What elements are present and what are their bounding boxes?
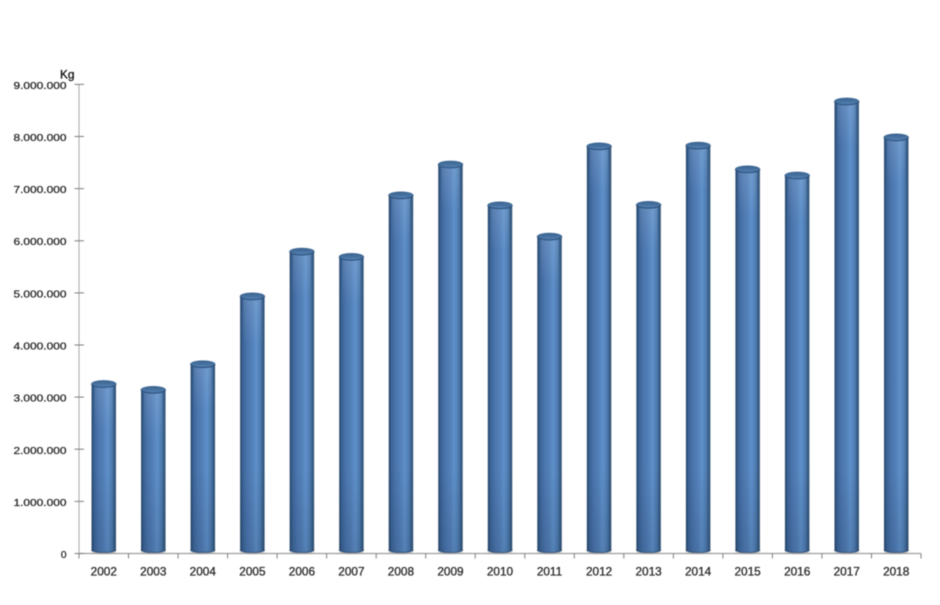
svg-text:2004: 2004 bbox=[190, 565, 217, 579]
svg-text:4.000.000: 4.000.000 bbox=[14, 342, 67, 353]
svg-text:2012: 2012 bbox=[586, 565, 612, 579]
svg-text:2002: 2002 bbox=[91, 565, 117, 579]
svg-text:2005: 2005 bbox=[239, 565, 266, 579]
svg-text:3.000.000: 3.000.000 bbox=[14, 394, 67, 405]
svg-text:5.000.000: 5.000.000 bbox=[14, 289, 67, 300]
svg-text:0: 0 bbox=[61, 550, 67, 561]
svg-text:2016: 2016 bbox=[784, 565, 811, 579]
svg-text:2013: 2013 bbox=[635, 565, 662, 579]
svg-text:2018: 2018 bbox=[883, 565, 910, 579]
svg-text:2.000.000: 2.000.000 bbox=[14, 446, 67, 457]
svg-text:2015: 2015 bbox=[734, 565, 761, 579]
svg-text:2003: 2003 bbox=[140, 565, 167, 579]
svg-text:2006: 2006 bbox=[289, 565, 316, 579]
svg-text:9.000.000: 9.000.000 bbox=[14, 81, 67, 92]
svg-text:2009: 2009 bbox=[437, 565, 463, 579]
svg-text:Kg: Kg bbox=[60, 68, 74, 82]
svg-text:2017: 2017 bbox=[834, 565, 860, 579]
svg-text:1.000.000: 1.000.000 bbox=[14, 498, 67, 509]
svg-text:2014: 2014 bbox=[685, 565, 712, 579]
svg-text:6.000.000: 6.000.000 bbox=[14, 237, 67, 248]
svg-text:7.000.000: 7.000.000 bbox=[14, 185, 67, 196]
svg-text:8.000.000: 8.000.000 bbox=[14, 133, 67, 144]
svg-text:2010: 2010 bbox=[487, 565, 514, 579]
svg-text:2007: 2007 bbox=[338, 565, 364, 579]
svg-text:2011: 2011 bbox=[537, 565, 562, 579]
svg-text:2008: 2008 bbox=[388, 565, 415, 579]
